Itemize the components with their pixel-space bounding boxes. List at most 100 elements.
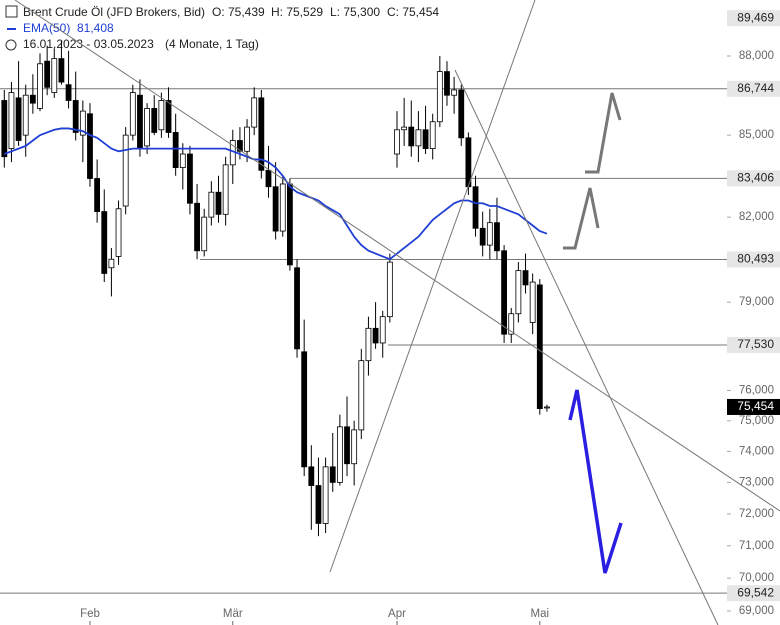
candle-body <box>108 258 115 269</box>
trend-line <box>454 69 719 625</box>
level-label: 86,744 <box>737 81 774 95</box>
candle-body <box>237 140 243 152</box>
candle-body <box>279 183 286 232</box>
candle-body <box>522 270 529 286</box>
candle-body <box>79 110 86 136</box>
close: C: 75,454 <box>387 5 439 19</box>
arrow-down <box>568 389 623 574</box>
candle-body <box>201 216 208 252</box>
arrow-up <box>585 92 622 174</box>
x-tick-label: Mär <box>223 608 243 620</box>
candle-body <box>222 164 229 215</box>
candle-body <box>451 89 458 96</box>
date-span: (4 Monate, 1 Tag) <box>165 37 259 51</box>
level-label: 83,406 <box>737 171 774 185</box>
y-tick-label: 85,000 <box>739 129 774 141</box>
trend-line <box>329 0 536 573</box>
candle-body <box>129 92 136 136</box>
candle-body <box>322 466 329 524</box>
candle-body <box>458 89 465 139</box>
candle-body <box>294 267 300 350</box>
candle-body <box>472 186 479 229</box>
level-label: 69,542 <box>737 585 774 599</box>
candle-body <box>436 71 443 123</box>
candle-body <box>494 222 500 252</box>
candle-body <box>386 261 393 318</box>
candle-body <box>544 406 550 409</box>
level-box <box>727 10 780 27</box>
y-tick-label: 82,000 <box>739 211 774 223</box>
candle-body <box>72 100 79 133</box>
high: H: 75,529 <box>271 5 323 19</box>
candle-body <box>536 284 543 410</box>
candle-body <box>415 129 422 147</box>
candle-body <box>15 97 22 141</box>
y-tick-label: 79,000 <box>739 296 774 308</box>
level-label: 80,493 <box>737 252 774 266</box>
candle-body <box>408 126 415 147</box>
candle-body <box>394 129 400 155</box>
level-box <box>727 337 780 354</box>
date-range: 16.01.2023 - 03.05.2023 <box>23 37 154 51</box>
candle-body <box>501 250 508 335</box>
x-tick-label: Mai <box>531 608 550 620</box>
level-box <box>727 80 780 97</box>
candle-body <box>179 153 186 168</box>
level-label: 89,469 <box>737 10 774 24</box>
candle-body <box>158 100 165 131</box>
candle-body <box>165 100 172 133</box>
candle-body <box>101 211 108 274</box>
candle-body <box>301 351 308 468</box>
candle-body <box>194 202 200 252</box>
candle-body <box>215 191 222 215</box>
candle-body <box>244 126 250 152</box>
candle-body <box>22 94 29 136</box>
level-box <box>727 251 780 268</box>
x-tick-label: Apr <box>388 608 406 620</box>
candle-body <box>529 281 536 323</box>
ema-value: 81,408 <box>77 21 114 35</box>
candle-body <box>187 153 193 204</box>
low: L: 75,300 <box>330 5 380 19</box>
clock-icon <box>5 39 17 51</box>
y-tick-label: 69,000 <box>739 605 774 617</box>
candle-body <box>308 466 315 486</box>
candle-body <box>208 191 215 218</box>
candle-body <box>51 58 58 93</box>
candle-body <box>358 360 365 431</box>
candle-body <box>422 129 429 149</box>
candle-body <box>351 429 358 465</box>
candle-body <box>372 327 379 344</box>
y-tick-label: 74,000 <box>739 445 774 457</box>
candle-body <box>29 94 36 104</box>
candle-body <box>286 183 293 266</box>
candle-body <box>486 222 493 246</box>
candle-body <box>137 94 143 149</box>
x-tick-label: Feb <box>80 608 100 620</box>
open: O: 75,439 <box>212 5 265 19</box>
annotations <box>14 0 780 625</box>
candle-body <box>465 137 472 188</box>
candle-body <box>151 108 158 133</box>
candle-body <box>172 132 179 168</box>
candle-body <box>65 84 72 101</box>
candle-body <box>401 126 408 131</box>
candle-body <box>429 121 436 149</box>
candle-body <box>44 60 51 88</box>
candle-body <box>508 313 515 335</box>
y-tick-label: 73,000 <box>739 476 774 488</box>
level-box <box>727 170 780 187</box>
candle-body <box>379 316 386 344</box>
y-tick-label: 76,000 <box>739 385 774 397</box>
candle-body <box>58 58 65 83</box>
candle-body <box>365 327 372 362</box>
y-tick-label: 71,000 <box>739 540 774 552</box>
plot: 69,000 70,000 71,000 72,000 73,000 74,000 75,0… <box>0 10 780 625</box>
candle-body <box>329 466 336 483</box>
candle-body <box>444 71 450 96</box>
instrument: Brent Crude Öl (JFD Brokers, Bid) <box>23 5 205 19</box>
candle-body <box>272 186 279 232</box>
candle-body <box>336 426 343 483</box>
arrow-up <box>563 187 600 250</box>
y-tick-label: 88,000 <box>739 50 774 62</box>
